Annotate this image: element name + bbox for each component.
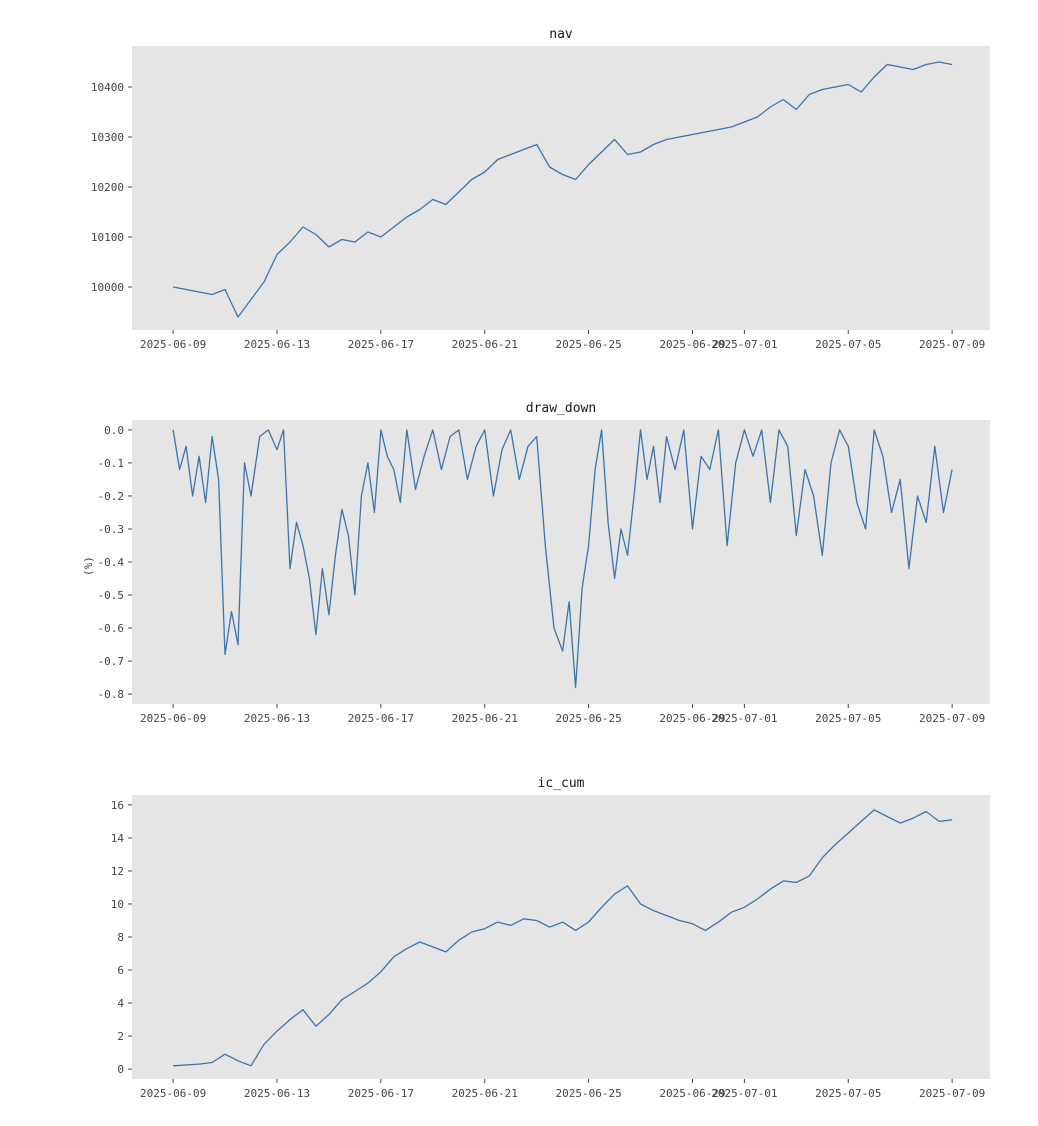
draw-down-series	[172, 429, 953, 689]
x-tick-label: 2025-06-25	[555, 1087, 621, 1100]
nav-plot-area	[132, 46, 990, 330]
y-tick-label: 8	[117, 931, 124, 944]
y-tick-label: -0.1	[98, 457, 125, 470]
y-tick-label: 12	[111, 865, 124, 878]
x-tick-label: 2025-07-09	[919, 712, 985, 725]
y-tick-label: 6	[117, 964, 124, 977]
x-tick-label: 2025-06-09	[140, 712, 206, 725]
y-tick-label: 4	[117, 997, 124, 1010]
y-tick-label: -0.3	[98, 523, 125, 536]
y-tick-label: 16	[111, 799, 124, 812]
nav-y-ticks: 10000 10100 10200 10300 10400	[91, 81, 132, 294]
y-tick-label: -0.7	[98, 655, 125, 668]
nav-chart: nav 10000 10100 10200 10300 10400 2025-06-09…	[91, 27, 990, 351]
ic-cum-title: ic_cum	[538, 776, 585, 791]
y-tick-label: -0.2	[98, 490, 125, 503]
y-tick-label: 2	[117, 1030, 124, 1043]
draw-down-y-ticks: 0.0 -0.1 -0.2 -0.3 -0.4 -0.5 -0.6 -0.7 -0.8	[98, 424, 132, 701]
x-tick-label: 2025-06-17	[348, 1087, 414, 1100]
nav-x-ticks: 2025-06-09 2025-06-13 2025-06-17 2025-06-21…	[140, 330, 985, 351]
series-line	[173, 809, 953, 1067]
x-tick-label: 2025-06-13	[244, 712, 310, 725]
y-tick-label: 10	[111, 898, 124, 911]
draw-down-x-ticks: 2025-06-09 2025-06-13 2025-06-17 2025-06-21…	[140, 704, 985, 725]
nav-series	[172, 61, 953, 318]
ic-cum-series	[173, 809, 953, 1067]
x-tick-label: 2025-06-21	[452, 1087, 518, 1100]
x-tick-label: 2025-06-21	[452, 338, 518, 351]
draw-down-y-label: (%)	[82, 556, 95, 576]
y-tick-label: 10300	[91, 131, 124, 144]
x-tick-label: 2025-06-29	[659, 338, 725, 351]
ic-cum-x-ticks: 2025-06-09 2025-06-13 2025-06-17 2025-06-21…	[140, 1079, 985, 1100]
x-tick-label: 2025-06-17	[348, 338, 414, 351]
x-tick-label: 2025-07-09	[919, 338, 985, 351]
x-tick-label: 2025-06-13	[244, 1087, 310, 1100]
y-tick-label: -0.5	[98, 589, 125, 602]
draw-down-plot-area	[132, 420, 990, 704]
x-tick-label: 2025-07-09	[919, 1087, 985, 1100]
ic-cum-y-ticks: 0 2 4 6 8 10 12 14 16	[111, 799, 132, 1076]
nav-title: nav	[549, 27, 573, 42]
x-tick-label: 2025-06-25	[555, 712, 621, 725]
x-tick-label: 2025-07-01	[711, 338, 777, 351]
x-tick-label: 2025-07-05	[815, 712, 881, 725]
y-tick-label: -0.6	[98, 622, 125, 635]
x-tick-label: 2025-06-17	[348, 712, 414, 725]
y-tick-label: 0	[117, 1063, 124, 1076]
x-tick-label: 2025-06-29	[659, 712, 725, 725]
ic-cum-plot-area	[132, 795, 990, 1079]
x-tick-label: 2025-06-09	[140, 338, 206, 351]
x-tick-label: 2025-07-01	[711, 1087, 777, 1100]
ic-cum-chart: ic_cum 0 2 4 6 8 10 12 14 16 2025-06-09 2025-06-1…	[111, 776, 990, 1100]
y-tick-label: -0.4	[98, 556, 125, 569]
x-tick-label: 2025-06-13	[244, 338, 310, 351]
x-tick-label: 2025-06-25	[555, 338, 621, 351]
y-tick-label: 0.0	[104, 424, 124, 437]
x-tick-label: 2025-06-29	[659, 1087, 725, 1100]
x-tick-label: 2025-06-21	[452, 712, 518, 725]
y-tick-label: 10100	[91, 231, 124, 244]
y-tick-label: 10400	[91, 81, 124, 94]
series-line	[172, 61, 953, 318]
y-tick-label: 10000	[91, 281, 124, 294]
x-tick-label: 2025-07-05	[815, 1087, 881, 1100]
x-tick-label: 2025-06-09	[140, 1087, 206, 1100]
y-tick-label: 10200	[91, 181, 124, 194]
draw-down-title: draw_down	[526, 401, 596, 416]
y-tick-label: -0.8	[98, 688, 125, 701]
y-tick-label: 14	[111, 832, 125, 845]
draw-down-chart: draw_down (%) 0.0 -0.1 -0.2 -0.3 -0.4 -0.5 -0.…	[82, 401, 990, 725]
series-line	[172, 429, 953, 689]
x-tick-label: 2025-07-01	[711, 712, 777, 725]
x-tick-label: 2025-07-05	[815, 338, 881, 351]
